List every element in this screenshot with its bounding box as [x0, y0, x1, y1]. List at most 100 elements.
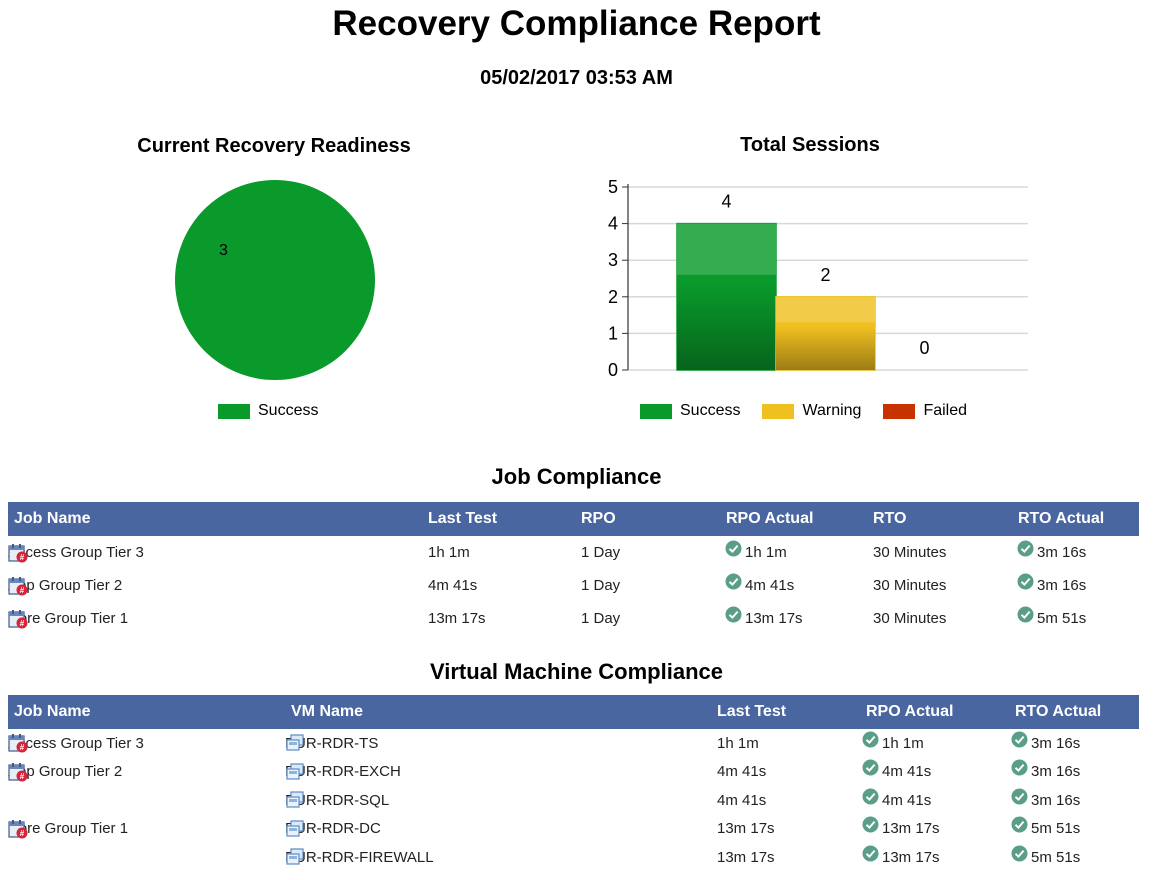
vm-name-cell: BUR-RDR-FIREWALL — [285, 843, 711, 872]
legend-label-failed: Failed — [923, 402, 968, 419]
last-test-cell: 1h 1m — [711, 729, 860, 758]
job-compliance-table: Job Name Last Test RPO RPO Actual RTO RT… — [8, 502, 1139, 635]
check-icon — [725, 606, 742, 623]
vm-compliance-title: Virtual Machine Compliance — [429, 659, 723, 684]
col-header-rto: RTO — [873, 510, 907, 527]
rpo-actual-cell: 4m 41s — [860, 758, 1009, 787]
y-tick-label: 5 — [608, 177, 618, 197]
legend-swatch-success — [640, 403, 672, 419]
job-group-icon: # — [8, 762, 28, 782]
table-row: # Access Group Tier 3 BUR-RDR-TS 1h 1m 1h 1m… — [8, 729, 1139, 758]
job-compliance-title: Job Compliance — [491, 464, 662, 489]
rpo-actual-value: 4m 41s — [882, 791, 932, 809]
y-tick-label: 2 — [608, 287, 618, 307]
sessions-legend: Success Warning Failed — [640, 402, 989, 420]
readiness-legend: Success — [218, 402, 340, 420]
col-header-rto-actual: RTO Actual — [1015, 703, 1102, 720]
report-timestamp: 05/02/2017 03:53 AM — [480, 67, 673, 89]
table-row: # Access Group Tier 3 1h 1m 1 Day 1h 1m 30 Mi… — [8, 536, 1139, 569]
rpo-actual-cell: 4m 41s — [860, 786, 1009, 815]
job-name: Core Group Tier 1 — [8, 610, 129, 627]
pie-slice-label: 3 — [219, 242, 228, 259]
rpo-actual-cell: 13m 17s — [860, 843, 1009, 872]
svg-text:#: # — [20, 743, 25, 752]
legend-swatch-success — [218, 403, 250, 419]
legend-label-warning: Warning — [802, 402, 862, 419]
vm-icon — [286, 848, 304, 865]
legend-item-success: Success — [218, 402, 318, 420]
check-icon — [725, 573, 742, 590]
last-test-cell: 13m 17s — [422, 602, 575, 635]
sessions-chart-title: Total Sessions — [740, 134, 880, 156]
rto-actual-cell: 3m 16s — [1009, 786, 1139, 815]
rpo-cell: 1 Day — [575, 569, 720, 602]
check-icon — [1011, 759, 1028, 776]
col-header-rpo-actual: RPO Actual — [866, 703, 954, 720]
readiness-chart-title: Current Recovery Readiness — [137, 135, 411, 157]
vm-icon — [286, 820, 304, 837]
job-name: App Group Tier 2 — [8, 763, 123, 781]
rto-actual-cell: 3m 16s — [1009, 729, 1139, 758]
rto-cell: 30 Minutes — [867, 569, 1012, 602]
rpo-actual-value: 1h 1m — [882, 734, 924, 752]
col-header-last-test: Last Test — [428, 510, 498, 527]
vm-name-cell: BUR-RDR-EXCH — [285, 758, 711, 787]
job-name-cell — [8, 843, 285, 872]
rto-actual-value: 3m 16s — [1031, 763, 1081, 781]
legend-swatch-failed — [883, 403, 916, 419]
y-tick-label: 0 — [608, 360, 618, 380]
job-name: Core Group Tier 1 — [8, 820, 129, 838]
rpo-actual-value: 1h 1m — [745, 544, 787, 561]
rto-actual-value: 3m 16s — [1031, 791, 1081, 809]
table-row: BUR-RDR-FIREWALL 13m 17s 13m 17s 5m 51s — [8, 843, 1139, 872]
svg-text:#: # — [20, 619, 25, 628]
job-name-cell: # App Group Tier 2 — [8, 758, 285, 787]
rto-value: 30 Minutes — [873, 544, 947, 561]
col-header-job-name: Job Name — [14, 703, 91, 720]
y-tick-label: 1 — [608, 323, 618, 343]
last-test-cell: 4m 41s — [422, 569, 575, 602]
rpo-value: 1 Day — [581, 544, 621, 561]
rto-actual-cell: 3m 16s — [1012, 569, 1139, 602]
rto-cell: 30 Minutes — [867, 602, 1012, 635]
vm-name: BUR-RDR-DC — [285, 820, 381, 838]
last-test-cell: 13m 17s — [711, 843, 860, 872]
vm-name: BUR-RDR-SQL — [285, 791, 390, 809]
bar-highlight-success — [677, 223, 776, 275]
table-header-row: Job Name VM Name Last Test RPO Actual RT… — [8, 695, 1139, 729]
rpo-actual-cell: 4m 41s — [720, 569, 867, 602]
legend-item-success: Success — [640, 402, 740, 420]
bar-highlight-warning — [776, 296, 875, 323]
job-name-cell: # Access Group Tier 3 — [8, 536, 422, 569]
legend-label-success: Success — [680, 402, 741, 419]
rpo-actual-value: 13m 17s — [882, 848, 940, 866]
last-test-value: 1h 1m — [428, 544, 470, 561]
rpo-cell: 1 Day — [575, 536, 720, 569]
last-test-cell: 4m 41s — [711, 786, 860, 815]
vm-icon — [286, 763, 304, 780]
vm-name-cell: BUR-RDR-SQL — [285, 786, 711, 815]
rto-value: 30 Minutes — [873, 610, 947, 627]
last-test-value: 1h 1m — [717, 734, 759, 752]
vm-name: BUR-RDR-FIREWALL — [285, 848, 434, 866]
vm-name-cell: BUR-RDR-TS — [285, 729, 711, 758]
rto-actual-value: 5m 51s — [1031, 820, 1081, 838]
y-tick-label: 3 — [608, 250, 618, 270]
y-tick-label: 4 — [608, 214, 618, 234]
bar-value-label-warning: 2 — [820, 265, 830, 285]
job-name: Access Group Tier 3 — [8, 734, 144, 752]
col-header-job-name: Job Name — [14, 510, 91, 527]
check-icon — [1011, 788, 1028, 805]
job-name-cell: # Core Group Tier 1 — [8, 602, 422, 635]
rto-actual-value: 5m 51s — [1037, 610, 1087, 627]
table-header-row: Job Name Last Test RPO RPO Actual RTO RT… — [8, 502, 1139, 536]
rto-actual-cell: 5m 51s — [1009, 815, 1139, 844]
bar-value-label-failed: 0 — [919, 338, 929, 358]
svg-text:#: # — [20, 553, 25, 562]
job-group-icon: # — [8, 576, 28, 595]
check-icon — [862, 845, 879, 862]
legend-label-success: Success — [258, 402, 319, 419]
rpo-actual-value: 4m 41s — [882, 763, 932, 781]
check-icon — [1017, 573, 1034, 590]
rpo-actual-cell: 1h 1m — [860, 729, 1009, 758]
